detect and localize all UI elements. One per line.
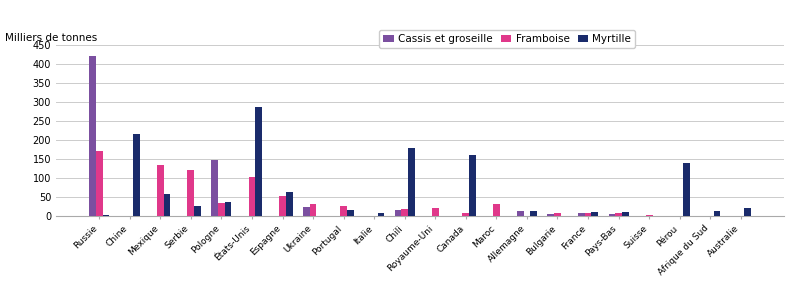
Bar — [646, 215, 653, 216]
Bar — [394, 210, 402, 216]
Bar — [547, 214, 554, 216]
Bar — [402, 209, 408, 216]
Bar — [286, 192, 293, 216]
Bar — [279, 196, 286, 216]
Bar — [683, 163, 690, 216]
Bar — [96, 151, 102, 216]
Bar — [340, 206, 347, 216]
Bar — [347, 210, 354, 216]
Bar — [225, 202, 231, 216]
Bar — [591, 212, 598, 216]
Bar — [609, 214, 615, 216]
Bar — [187, 169, 194, 216]
Bar — [530, 211, 537, 216]
Bar — [133, 134, 140, 216]
Bar — [89, 56, 96, 216]
Bar — [554, 213, 561, 216]
Bar — [303, 206, 310, 216]
Bar — [102, 215, 110, 216]
Bar — [255, 106, 262, 216]
Bar — [432, 208, 438, 216]
Bar — [585, 213, 591, 216]
Text: Milliers de tonnes: Milliers de tonnes — [5, 33, 98, 43]
Bar — [310, 204, 317, 216]
Bar — [615, 213, 622, 216]
Bar — [744, 208, 751, 216]
Bar — [249, 177, 255, 216]
Bar — [218, 203, 225, 216]
Bar — [378, 213, 384, 216]
Bar — [517, 211, 523, 216]
Bar — [462, 213, 469, 216]
Bar — [408, 148, 415, 216]
Legend: Cassis et groseille, Framboise, Myrtille: Cassis et groseille, Framboise, Myrtille — [379, 30, 635, 48]
Bar — [157, 165, 164, 216]
Bar — [493, 204, 500, 216]
Bar — [714, 211, 720, 216]
Bar — [164, 194, 170, 216]
Bar — [211, 160, 218, 216]
Bar — [622, 212, 629, 216]
Bar — [469, 155, 476, 216]
Bar — [194, 206, 201, 216]
Bar — [578, 213, 585, 216]
